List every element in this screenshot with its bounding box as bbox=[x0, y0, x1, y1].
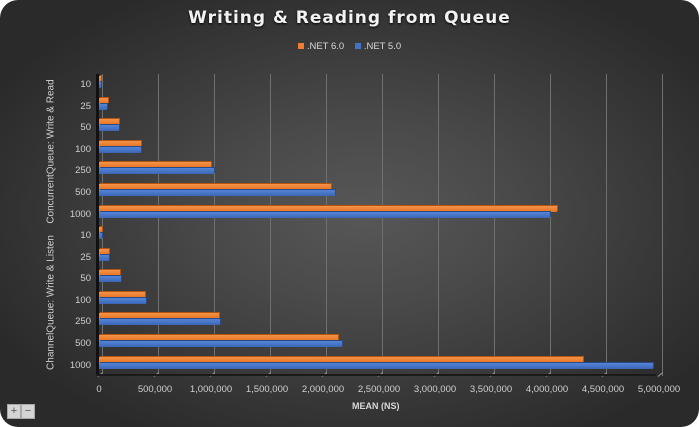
category-label: 1000 bbox=[69, 359, 91, 371]
zoom-out-button[interactable]: − bbox=[21, 404, 35, 419]
bar-net6 bbox=[99, 248, 109, 255]
gridline bbox=[662, 74, 663, 376]
legend-swatch-orange-icon bbox=[297, 43, 304, 49]
category-label: 50 bbox=[80, 273, 91, 285]
axis-floor bbox=[96, 374, 656, 376]
x-axis-title: MEAN (NS) bbox=[352, 401, 400, 411]
gridline bbox=[382, 74, 383, 376]
bar-net5 bbox=[99, 190, 336, 196]
x-tick-label: 2,000,000 bbox=[301, 384, 345, 395]
category-label: 100 bbox=[75, 294, 91, 306]
bar-net5 bbox=[99, 168, 215, 175]
x-tick-label: 500,000 bbox=[137, 384, 173, 395]
x-tick-label: 1,500,000 bbox=[245, 384, 289, 395]
gridline bbox=[326, 74, 327, 376]
bar-net6 bbox=[99, 76, 102, 82]
bar-net6 bbox=[99, 205, 558, 212]
bar-net6 bbox=[99, 356, 583, 363]
bar-net6 bbox=[99, 335, 338, 341]
category-label: 10 bbox=[80, 230, 91, 241]
x-tick-label: 3,000,000 bbox=[413, 384, 457, 395]
zoom-controls: + − bbox=[7, 404, 35, 419]
bar-net6 bbox=[99, 227, 103, 233]
gridline bbox=[494, 74, 495, 376]
x-tick-label: 4,000,000 bbox=[525, 384, 569, 395]
bar-net6 bbox=[99, 291, 145, 298]
x-tick-label: 4,500,000 bbox=[581, 384, 625, 395]
legend: .NET 6.0 .NET 5.0 bbox=[0, 41, 699, 52]
gridline bbox=[606, 74, 607, 376]
category-label: 250 bbox=[75, 316, 91, 328]
category-label: 1000 bbox=[69, 208, 91, 220]
legend-item-net6: .NET 6.0 bbox=[297, 41, 344, 52]
bar-net5 bbox=[99, 125, 120, 132]
category-label: 10 bbox=[80, 79, 91, 90]
bar-net5 bbox=[99, 82, 101, 88]
bar-net5 bbox=[99, 341, 343, 347]
bar-net5 bbox=[99, 319, 220, 326]
legend-item-net5: .NET 5.0 bbox=[354, 41, 401, 52]
bar-net6 bbox=[99, 119, 120, 126]
category-label: 25 bbox=[80, 100, 91, 112]
category-label: 50 bbox=[80, 122, 91, 134]
bar-net5 bbox=[99, 233, 102, 239]
gridline bbox=[270, 74, 271, 376]
category-label: 500 bbox=[75, 338, 91, 349]
x-tick-label: 5,000,000 bbox=[637, 384, 681, 395]
bar-net6 bbox=[99, 313, 219, 320]
group-axis-label: ChannelQueue: Write & Listen bbox=[45, 234, 57, 370]
bar-net5 bbox=[99, 146, 141, 153]
legend-swatch-blue-icon bbox=[354, 43, 361, 49]
gridline bbox=[102, 74, 103, 376]
bar-net6 bbox=[99, 97, 108, 104]
category-label: 250 bbox=[75, 165, 91, 177]
bar-net6 bbox=[99, 140, 141, 147]
x-tick-label: 2,500,000 bbox=[357, 384, 401, 395]
x-tick-label: 0 bbox=[96, 384, 102, 395]
chart-title: Writing & Reading from Queue bbox=[188, 8, 511, 28]
gridline bbox=[214, 74, 215, 376]
gridline bbox=[438, 74, 439, 376]
x-tick-label: 1,000,000 bbox=[189, 384, 233, 395]
x-tick-label: 3,500,000 bbox=[469, 384, 513, 395]
gridline bbox=[158, 74, 159, 376]
bar-net6 bbox=[99, 184, 331, 190]
bar-net5 bbox=[99, 276, 122, 283]
zoom-in-button[interactable]: + bbox=[7, 404, 21, 419]
gridline bbox=[550, 74, 551, 376]
category-label: 100 bbox=[75, 143, 91, 155]
bar-net5 bbox=[99, 254, 109, 261]
bar-net5 bbox=[99, 211, 551, 218]
category-label: 25 bbox=[80, 251, 91, 263]
group-axis-label: ConcurrentQueue: Write & Read bbox=[45, 78, 57, 224]
bar-net6 bbox=[99, 270, 121, 277]
bar-net5 bbox=[99, 297, 147, 304]
bar-net5 bbox=[99, 103, 108, 110]
category-label: 500 bbox=[75, 187, 91, 198]
axis-wall bbox=[96, 74, 99, 376]
bar-net5 bbox=[99, 362, 654, 369]
bar-net6 bbox=[99, 162, 211, 169]
